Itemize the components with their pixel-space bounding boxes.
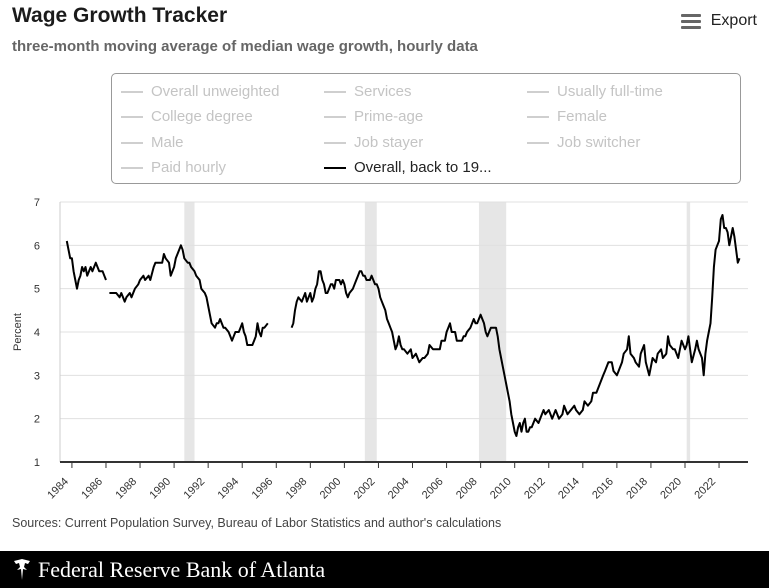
legend-item-overall-back-to-19[interactable]: Overall, back to 19... bbox=[324, 159, 492, 176]
legend-swatch bbox=[121, 141, 143, 144]
x-tick-label: 1986 bbox=[79, 476, 105, 502]
chart-legend: Overall unweighted Services Usually full… bbox=[111, 73, 741, 184]
y-tick-label: 4 bbox=[34, 327, 40, 339]
legend-item-prime-age[interactable]: Prime-age bbox=[324, 108, 423, 125]
legend-label: Services bbox=[354, 83, 412, 100]
x-tick-label: 1992 bbox=[181, 476, 207, 502]
export-label: Export bbox=[710, 12, 757, 29]
legend-label: Male bbox=[151, 134, 184, 151]
x-tick-label: 2004 bbox=[386, 476, 412, 502]
legend-item-services[interactable]: Services bbox=[324, 83, 412, 100]
x-tick-label: 1984 bbox=[45, 476, 71, 502]
x-tick-label: 2016 bbox=[590, 476, 616, 502]
legend-swatch bbox=[527, 115, 549, 118]
legend-label: Overall, back to 19... bbox=[354, 159, 492, 176]
series-line bbox=[65, 214, 741, 437]
legend-item-female[interactable]: Female bbox=[527, 108, 607, 125]
footer-brand: Federal Reserve Bank of Atlanta bbox=[38, 556, 326, 582]
wage-growth-chart: 1 2 3 4 5 6 7 1984 1986 1988 1990 1992 1994 1996 1998 2… bbox=[12, 197, 748, 502]
x-tick-label: 2000 bbox=[318, 476, 344, 502]
y-tick-label: 7 bbox=[34, 197, 40, 209]
legend-swatch bbox=[121, 166, 143, 169]
legend-swatch bbox=[527, 90, 549, 93]
legend-item-male[interactable]: Male bbox=[121, 134, 184, 151]
footer-bar: Federal Reserve Bank of Atlanta bbox=[0, 551, 769, 588]
x-tick-label: 1996 bbox=[250, 476, 276, 502]
y-tick-label: 5 bbox=[34, 284, 40, 296]
x-tick-label: 2008 bbox=[454, 476, 480, 502]
legend-item-job-stayer[interactable]: Job stayer bbox=[324, 134, 423, 151]
y-tick-label: 6 bbox=[34, 240, 40, 252]
legend-label: Paid hourly bbox=[151, 159, 227, 176]
legend-label: Female bbox=[557, 108, 608, 125]
legend-label: Usually full-time bbox=[557, 83, 663, 100]
x-tick-label: 2012 bbox=[522, 476, 548, 502]
page-title: Wage Growth Tracker bbox=[12, 4, 228, 27]
x-tick-label: 1988 bbox=[113, 476, 139, 502]
legend-label: Prime-age bbox=[354, 108, 424, 125]
legend-swatch bbox=[324, 115, 346, 118]
x-tick-label: 2010 bbox=[488, 476, 514, 502]
x-tick-label: 2018 bbox=[624, 476, 650, 502]
y-tick-label: 1 bbox=[34, 457, 40, 469]
sources-note: Sources: Current Population Survey, Bure… bbox=[12, 516, 502, 530]
x-tick-label: 2014 bbox=[556, 476, 582, 502]
legend-label: College degree bbox=[151, 108, 253, 125]
legend-label: Overall unweighted bbox=[151, 83, 280, 100]
legend-item-usually-full-time[interactable]: Usually full-time bbox=[527, 83, 663, 100]
legend-label: Job stayer bbox=[354, 134, 424, 151]
x-tick-label: 2006 bbox=[420, 476, 446, 502]
x-tick-label: 2002 bbox=[352, 476, 378, 502]
y-axis-label: Percent bbox=[12, 313, 24, 351]
x-tick-label: 1994 bbox=[216, 476, 242, 502]
legend-item-college-degree[interactable]: College degree bbox=[121, 108, 253, 125]
legend-swatch bbox=[324, 166, 346, 169]
export-button[interactable]: Export bbox=[680, 12, 757, 30]
x-tick-label: 2022 bbox=[692, 476, 718, 502]
x-tick-label: 1990 bbox=[147, 476, 173, 502]
x-tick-label: 1998 bbox=[284, 476, 310, 502]
eagle-icon bbox=[14, 558, 30, 580]
legend-item-overall-unweighted[interactable]: Overall unweighted bbox=[121, 83, 279, 100]
page-subtitle: three-month moving average of median wag… bbox=[12, 38, 478, 55]
legend-item-job-switcher[interactable]: Job switcher bbox=[527, 134, 640, 151]
legend-item-paid-hourly[interactable]: Paid hourly bbox=[121, 159, 226, 176]
x-tick-label: 2020 bbox=[658, 476, 684, 502]
legend-label: Job switcher bbox=[557, 134, 641, 151]
y-tick-label: 2 bbox=[34, 414, 40, 426]
legend-swatch bbox=[324, 141, 346, 144]
legend-swatch bbox=[121, 90, 143, 93]
hamburger-menu-icon[interactable] bbox=[680, 13, 701, 29]
legend-swatch bbox=[527, 141, 549, 144]
legend-swatch bbox=[121, 115, 143, 118]
y-tick-label: 3 bbox=[34, 370, 40, 382]
legend-swatch bbox=[324, 90, 346, 93]
